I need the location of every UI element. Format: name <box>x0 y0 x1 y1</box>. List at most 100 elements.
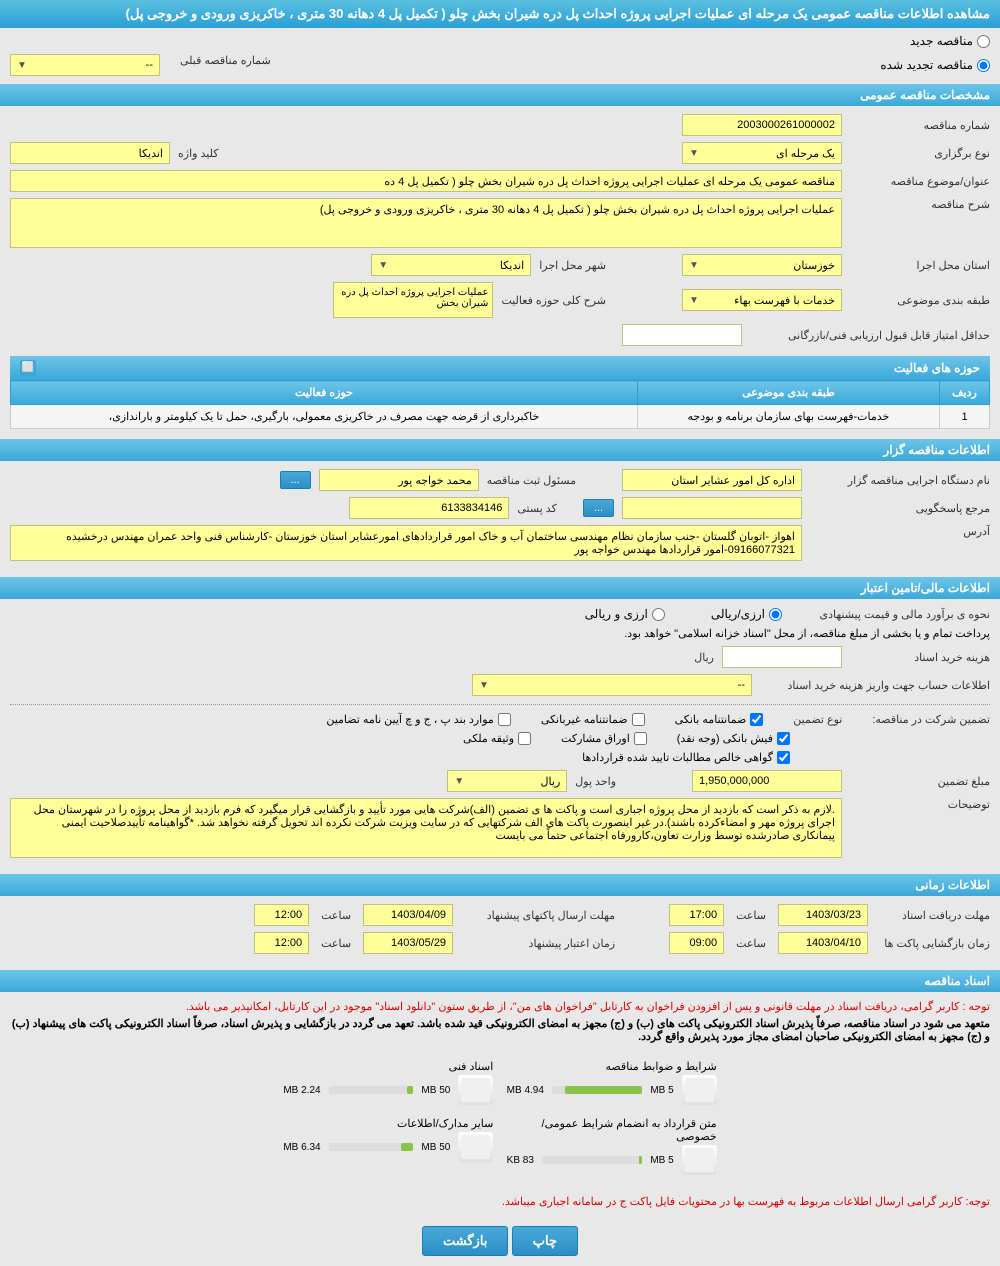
address-textarea[interactable]: اهواز -اتوبان گلستان -جنب سازمان نظام مه… <box>10 525 802 561</box>
registrar-label: مسئول ثبت مناقصه <box>487 474 576 487</box>
activity-field[interactable]: عملیات اجرایی پروژه احداث پل دره شیران ب… <box>333 282 493 318</box>
doc-receive-time[interactable]: 17:00 <box>669 904 724 926</box>
category-dropdown[interactable]: خدمات با فهرست بهاء ▼ <box>682 289 842 311</box>
radio-currency[interactable] <box>652 608 665 621</box>
chevron-down-icon: ▼ <box>454 776 464 787</box>
opening-time[interactable]: 09:00 <box>669 932 724 954</box>
opening-label: زمان بازگشایی پاکت ها <box>880 937 990 950</box>
col-category: طبقه بندی موضوعی <box>637 381 939 405</box>
notes-label: توضیحات <box>850 798 990 811</box>
docs-note2: متعهد می شود در اسناد مناقصه، صرفاً پذیر… <box>10 1017 990 1043</box>
guarantee-label: تضمین شرکت در مناقصه: <box>872 713 990 726</box>
currency-unit-dropdown[interactable]: ریال ▼ <box>447 770 567 792</box>
docs-footer-note: توجه: کاربر گرامی ارسال اطلاعات مربوط به… <box>10 1195 990 1208</box>
radio-new-tender[interactable] <box>977 35 990 48</box>
rial-unit: ریال <box>694 651 714 664</box>
chk-net-claims[interactable] <box>777 751 790 764</box>
province-dropdown[interactable]: خوزستان ▼ <box>682 254 842 276</box>
back-button[interactable]: بازگشت <box>422 1226 508 1256</box>
opening-date[interactable]: 1403/04/10 <box>778 932 868 954</box>
chk-bond-items[interactable] <box>498 713 511 726</box>
city-dropdown[interactable]: اندیکا ▼ <box>371 254 531 276</box>
chevron-down-icon: ▼ <box>689 148 699 159</box>
keyword-label: کلید واژه <box>178 147 218 160</box>
doc-cost-field[interactable] <box>722 646 842 668</box>
folder-icon[interactable] <box>458 1075 493 1105</box>
type-label: نوع برگزاری <box>850 147 990 160</box>
prev-tender-label: شماره مناقصه قبلی <box>180 54 271 76</box>
doc-item: شرایط و ضوابط مناقصه 5 MB 4.94 MB <box>507 1058 717 1105</box>
doc-receive-date[interactable]: 1403/03/23 <box>778 904 868 926</box>
time-label4: ساعت <box>321 937 351 950</box>
docs-note1: توجه : کاربر گرامی، دریافت اسناد در مهلت… <box>10 1000 990 1013</box>
doc-cost-label: هزینه خرید اسناد <box>850 651 990 664</box>
radio-rial[interactable] <box>769 608 782 621</box>
chk-participation[interactable] <box>634 732 647 745</box>
guarantee-amount-label: مبلغ تضمین <box>850 775 990 788</box>
type-dropdown[interactable]: یک مرحله ای ▼ <box>682 142 842 164</box>
validity-label: زمان اعتبار پیشنهاد <box>465 937 615 950</box>
proposal-date[interactable]: 1403/04/09 <box>363 904 453 926</box>
ref-label: مرجع پاسخگویی <box>810 502 990 515</box>
guarantee-type-label: نوع تضمین <box>793 713 842 726</box>
radio-renewed-label: مناقصه تجدید شده <box>880 58 973 72</box>
account-label: اطلاعات حساب جهت واریز هزینه خرید اسناد <box>760 679 990 692</box>
proposal-label: مهلت ارسال پاکتهای پیشنهاد <box>465 909 615 922</box>
folder-icon[interactable] <box>682 1145 717 1175</box>
section-financial: اطلاعات مالی/تامین اعتبار <box>0 577 1000 599</box>
registrar-field: محمد خواجه پور <box>319 469 479 491</box>
ref-field[interactable] <box>622 497 802 519</box>
col-row: ردیف <box>940 381 990 405</box>
time-label3: ساعت <box>736 937 766 950</box>
activity-label: شرح کلی حوزه فعالیت <box>501 294 606 307</box>
doc-item: متن قرارداد به انضمام شرایط عمومی/خصوصی … <box>507 1115 717 1175</box>
ref-more-button[interactable]: ... <box>583 499 614 517</box>
expand-icon[interactable]: ⬜ <box>20 360 36 376</box>
section-tenderer: اطلاعات مناقصه گزار <box>0 439 1000 461</box>
tender-no-label: شماره مناقصه <box>850 119 990 132</box>
desc-label: شرح مناقصه <box>850 198 990 211</box>
folder-icon[interactable] <box>682 1075 717 1105</box>
print-button[interactable]: چاپ <box>512 1226 578 1256</box>
postal-field[interactable]: 6133834146 <box>349 497 509 519</box>
chevron-down-icon: ▼ <box>689 295 699 306</box>
postal-label: کد پستی <box>517 502 556 515</box>
time-label1: ساعت <box>736 909 766 922</box>
radio-renewed-tender[interactable] <box>977 59 990 72</box>
guarantee-amount-field[interactable]: 1,950,000,000 <box>692 770 842 792</box>
activity-table-header: حوزه های فعالیت ⬜ <box>10 356 990 380</box>
chk-bank-receipt[interactable] <box>777 732 790 745</box>
section-timing: اطلاعات زمانی <box>0 874 1000 896</box>
chk-property[interactable] <box>518 732 531 745</box>
prev-tender-dropdown[interactable]: -- ▼ <box>10 54 160 76</box>
validity-date[interactable]: 1403/05/29 <box>363 932 453 954</box>
subject-field[interactable]: مناقصه عمومی یک مرحله ای عملیات اجرایی پ… <box>10 170 842 192</box>
chevron-down-icon: ▼ <box>479 680 489 691</box>
doc-item: اسناد فنی 50 MB 2.24 MB <box>283 1058 493 1105</box>
radio-currency-label: ارزی و ریالی <box>585 607 648 621</box>
keyword-field[interactable]: اندیکا <box>10 142 170 164</box>
city-label: شهر محل اجرا <box>539 259 606 272</box>
radio-new-label: مناقصه جدید <box>910 34 973 48</box>
min-score-field[interactable] <box>622 324 742 346</box>
time-label2: ساعت <box>321 909 351 922</box>
currency-unit-label: واحد پول <box>575 775 616 788</box>
tender-no-field: 2003000261000002 <box>682 114 842 136</box>
doc-receive-label: مهلت دریافت اسناد <box>880 909 990 922</box>
chk-bank-guarantee[interactable] <box>750 713 763 726</box>
org-field: اداره کل امور عشایر استان <box>622 469 802 491</box>
proposal-time[interactable]: 12:00 <box>254 904 309 926</box>
notes-textarea[interactable]: .لازم به ذکر است که بازدید از محل پروژه … <box>10 798 842 858</box>
folder-icon[interactable] <box>458 1132 493 1162</box>
radio-rial-label: ارزی/ریالی <box>711 607 765 621</box>
desc-textarea[interactable]: عملیات اجرایی پروژه احداث پل دره شیران ب… <box>10 198 842 248</box>
chevron-down-icon: ▼ <box>689 260 699 271</box>
payment-note: پرداخت تمام و یا بخشی از مبلغ مناقصه، از… <box>624 627 990 640</box>
page-title: مشاهده اطلاعات مناقصه عمومی یک مرحله ای … <box>0 0 1000 28</box>
activity-table: ردیف طبقه بندی موضوعی حوزه فعالیت 1 خدما… <box>10 380 990 429</box>
validity-time[interactable]: 12:00 <box>254 932 309 954</box>
registrar-more-button[interactable]: ... <box>280 471 311 489</box>
account-dropdown[interactable]: -- ▼ <box>472 674 752 696</box>
min-score-label: حداقل امتیاز قابل قبول ارزیابی فنی/بازرگ… <box>750 329 990 342</box>
chk-nonbank-guarantee[interactable] <box>632 713 645 726</box>
